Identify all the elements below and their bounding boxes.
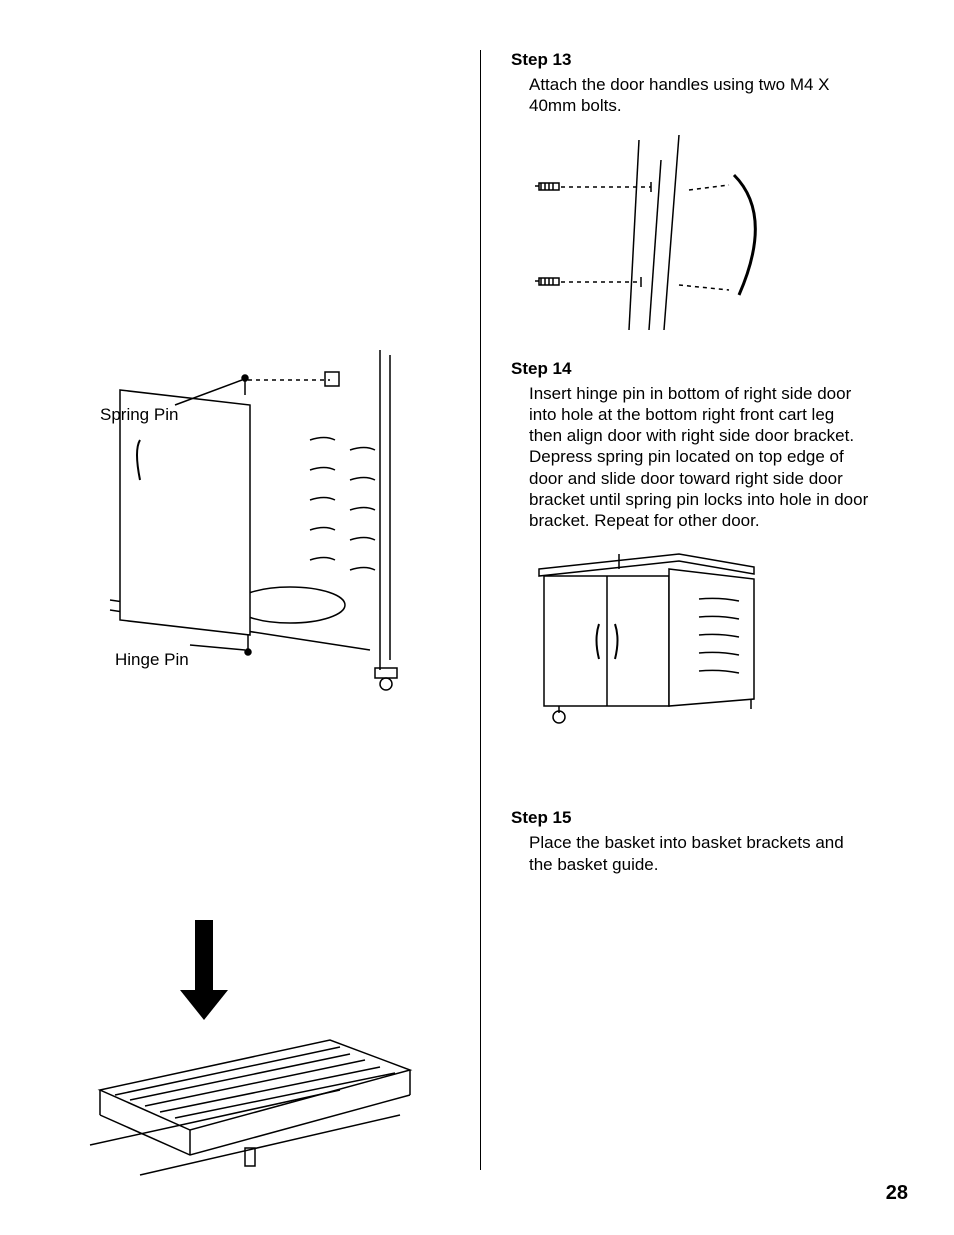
spacer xyxy=(511,748,871,808)
step-14-body: Insert hinge pin in bottom of right side… xyxy=(511,383,871,532)
hinge-pin-label: Hinge Pin xyxy=(115,650,189,670)
step-14-figure xyxy=(529,549,871,724)
step-14-heading: Step 14 xyxy=(511,359,871,379)
step-15: Step 15 Place the basket into basket bra… xyxy=(511,808,871,875)
left-column: Spring Pin Hinge Pin xyxy=(0,50,480,1140)
step-15-body: Place the basket into basket brackets an… xyxy=(511,832,871,875)
basket-insert-diagram xyxy=(80,920,440,1220)
right-column: Step 13 Attach the door handles using tw… xyxy=(481,50,911,1140)
step-15-heading: Step 15 xyxy=(511,808,871,828)
step-13: Step 13 Attach the door handles using tw… xyxy=(511,50,871,117)
page: Spring Pin Hinge Pin xyxy=(0,0,954,1140)
step-13-figure xyxy=(529,135,871,335)
step-13-body: Attach the door handles using two M4 X 4… xyxy=(511,74,871,117)
page-number: 28 xyxy=(886,1182,908,1205)
spring-pin-label: Spring Pin xyxy=(100,405,178,425)
step-13-heading: Step 13 xyxy=(511,50,871,70)
step-14: Step 14 Insert hinge pin in bottom of ri… xyxy=(511,359,871,532)
